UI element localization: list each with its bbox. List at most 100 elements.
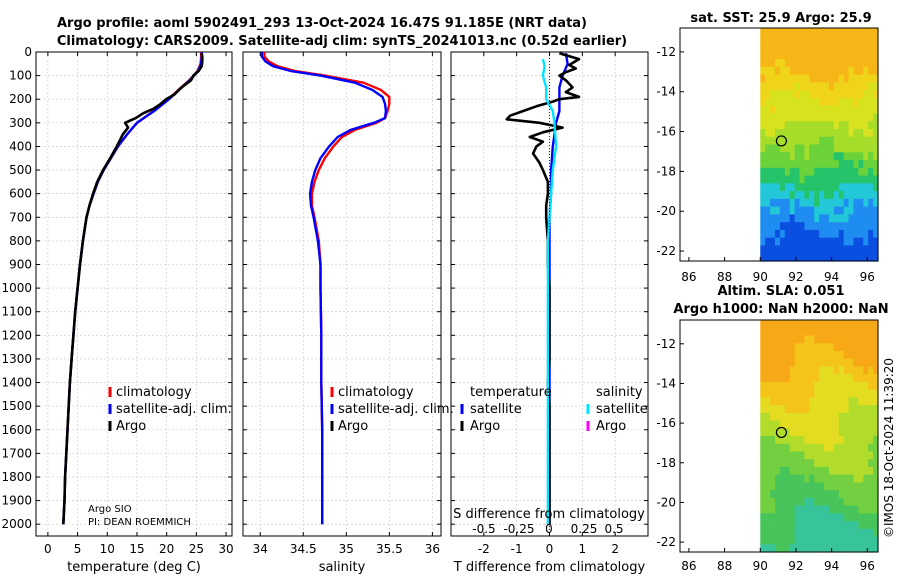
map-cell — [843, 113, 850, 122]
map-cell — [868, 253, 874, 262]
y-tick-label: 700 — [9, 210, 32, 224]
map-cell — [833, 105, 840, 115]
map-cell — [868, 35, 874, 45]
map-cell — [814, 167, 820, 177]
map-cell — [819, 90, 825, 99]
map-cell — [858, 105, 864, 115]
map-cell — [794, 513, 801, 522]
map-cell — [789, 66, 796, 76]
map-cell — [799, 160, 806, 169]
map-cell — [809, 237, 815, 247]
map-cell — [760, 366, 766, 375]
map-cell — [765, 97, 771, 107]
map-cell — [838, 113, 845, 122]
map-cell — [853, 374, 859, 383]
map-cell — [789, 35, 796, 45]
map-cell — [770, 167, 776, 177]
map-cell — [848, 513, 855, 522]
map-cell — [799, 428, 806, 437]
map-cell — [799, 43, 806, 52]
map-cell — [814, 144, 820, 153]
map-cell — [863, 105, 869, 115]
map-cell — [770, 428, 776, 437]
map-cell — [814, 113, 820, 122]
map-y-tick-label: -14 — [656, 376, 676, 390]
map-cell — [760, 121, 766, 130]
map-cell — [765, 206, 771, 215]
map-cell — [789, 358, 796, 367]
map-cell — [824, 389, 830, 398]
map-cell — [789, 253, 796, 262]
map-cell — [863, 459, 869, 468]
map-cell — [868, 183, 874, 192]
map-cell — [799, 82, 806, 91]
map-cell — [863, 474, 869, 483]
map-cell — [863, 198, 869, 208]
map-cell — [789, 513, 796, 522]
map-cell — [863, 183, 869, 192]
map-cell — [784, 160, 791, 169]
map-cell — [804, 198, 810, 208]
map-cell — [858, 191, 864, 200]
map-cell — [794, 405, 801, 414]
map-cell — [804, 160, 810, 169]
map-cell — [774, 222, 781, 231]
map-cell — [873, 536, 879, 545]
salinity-panel: 34 34.5 35 35.5 36salinityclimatologysatelli… — [242, 51, 454, 575]
map-cell — [819, 521, 825, 530]
map-cell — [799, 51, 806, 60]
map-cell — [824, 428, 830, 437]
map-cell — [770, 82, 776, 91]
map-cell — [804, 167, 810, 177]
figure-title-line2: Climatology: CARS2009. Satellite-adj cli… — [57, 34, 627, 49]
map-cell — [873, 206, 879, 215]
map-cell — [779, 66, 786, 76]
map-cell — [789, 229, 796, 239]
map-cell — [824, 113, 830, 122]
map-cell — [799, 97, 806, 107]
map-cell — [784, 497, 791, 507]
map-cell — [873, 245, 879, 254]
map-cell — [848, 505, 855, 514]
map-cell — [804, 66, 810, 76]
map-cell — [873, 521, 879, 530]
x-tick-label: 34 — [253, 542, 268, 556]
map-cell — [863, 144, 869, 153]
map-cell — [858, 206, 864, 215]
y-tick-label: 300 — [9, 116, 32, 130]
map-cell — [858, 420, 864, 429]
map-cell — [779, 82, 786, 91]
map-cell — [799, 343, 806, 352]
map-cell — [858, 497, 864, 507]
map-cell — [765, 152, 771, 161]
map-cell — [858, 74, 864, 83]
map-cell — [789, 327, 796, 337]
map-cell — [789, 245, 796, 254]
map-cell — [774, 113, 781, 122]
map-cell — [770, 113, 776, 122]
map-cell — [873, 237, 879, 247]
map-cell — [799, 90, 806, 99]
map-cell — [765, 544, 771, 553]
map-cell — [848, 245, 855, 254]
map-cell — [799, 121, 806, 130]
map-cell — [774, 320, 781, 329]
map-cell — [853, 412, 859, 422]
map-cell — [809, 436, 815, 445]
map-cell — [819, 97, 825, 107]
map-cell — [848, 167, 855, 177]
map-cell — [873, 451, 879, 460]
map-cell — [828, 198, 835, 208]
map-cell — [784, 443, 791, 453]
map-cell — [794, 451, 801, 460]
map-cell — [873, 214, 879, 223]
map-cell — [809, 374, 815, 383]
map-cell — [760, 528, 766, 538]
map-cell — [873, 381, 879, 391]
map-cell — [770, 335, 776, 344]
map-cell — [789, 59, 796, 68]
map-cell — [794, 428, 801, 437]
map-cell — [784, 245, 791, 254]
map-cell — [809, 191, 815, 200]
map-cell — [868, 536, 874, 545]
